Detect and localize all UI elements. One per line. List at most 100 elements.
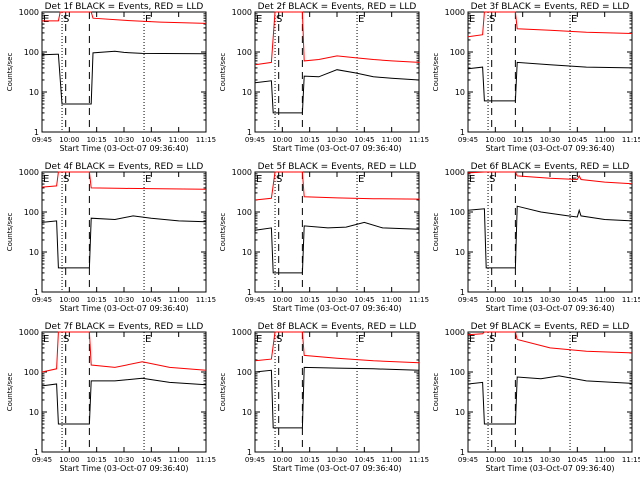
y-tick-label: 100 [237, 368, 252, 377]
panel-title: Det 7f BLACK = Events, RED = LLD [45, 322, 204, 332]
events-series-line [467, 205, 633, 269]
y-tick-label: 1000 [232, 168, 252, 177]
y-tick-label: 1 [34, 448, 39, 457]
y-tick-label: 10 [242, 248, 252, 257]
y-tick-label: 100 [24, 368, 39, 377]
x-tick-label: 10:00 [485, 456, 505, 464]
x-tick-label: 09:45 [458, 456, 478, 464]
lld-series-line [254, 171, 420, 201]
x-tick-label: 10:15 [87, 456, 107, 464]
lld-series-line [254, 331, 420, 364]
events-series-line [467, 375, 633, 425]
x-tick-label: 11:00 [595, 296, 615, 304]
panel-title: Det 3f BLACK = Events, RED = LLD [471, 2, 630, 12]
y-axis-label: Counts/sec [219, 373, 227, 412]
y-tick-label: 1 [460, 448, 465, 457]
panel-7: Det 7f BLACK = Events, RED = LLD Counts/s… [6, 322, 216, 473]
x-tick-label: 11:15 [622, 456, 640, 464]
x-tick-label: 10:45 [354, 296, 374, 304]
y-tick-label: 10 [455, 88, 465, 97]
x-tick-label: 10:15 [300, 296, 320, 304]
x-tick-label: 11:00 [169, 296, 189, 304]
panel-5: Det 5f BLACK = Events, RED = LLD Counts/s… [219, 162, 429, 313]
y-tick-label: 100 [450, 368, 465, 377]
events-series-line [41, 50, 207, 105]
panel-title: Det 4f BLACK = Events, RED = LLD [45, 162, 204, 172]
lld-series-line [467, 331, 633, 354]
y-tick-label: 1 [460, 288, 465, 297]
panel-4: Det 4f BLACK = Events, RED = LLD Counts/s… [6, 162, 216, 313]
lld-series-line [42, 11, 207, 24]
x-tick-label: 10:30 [114, 296, 134, 304]
y-axis-label: Counts/sec [432, 53, 440, 92]
y-tick-label: 100 [450, 208, 465, 217]
x-tick-label: 11:00 [595, 136, 615, 144]
y-tick-label: 100 [24, 208, 39, 217]
y-tick-label: 1 [247, 448, 252, 457]
y-tick-label: 100 [24, 48, 39, 57]
x-tick-label: 10:45 [141, 136, 161, 144]
x-axis-label: Start Time (03-Oct-07 09:36:40) [485, 144, 614, 153]
x-tick-label: 11:15 [196, 136, 216, 144]
y-tick-label: 1000 [19, 8, 39, 17]
x-tick-label: 09:45 [32, 296, 52, 304]
x-tick-label: 10:30 [114, 136, 134, 144]
marker-label: E [256, 334, 262, 345]
plot-frame [467, 171, 633, 293]
marker-label: E [358, 174, 364, 185]
x-tick-label: 10:15 [513, 456, 533, 464]
marker-label: E [145, 174, 151, 185]
x-tick-label: 09:45 [32, 456, 52, 464]
x-axis-label: Start Time (03-Oct-07 09:36:40) [59, 464, 188, 473]
x-tick-label: 10:45 [567, 456, 587, 464]
lld-series-line [41, 331, 207, 373]
y-tick-label: 1000 [232, 328, 252, 337]
events-series-line [254, 366, 420, 429]
marker-label: S [489, 174, 495, 185]
lld-series-line [41, 171, 207, 190]
y-tick-label: 100 [237, 48, 252, 57]
y-tick-label: 1 [247, 288, 252, 297]
x-tick-label: 11:15 [409, 296, 429, 304]
x-tick-label: 10:00 [485, 136, 505, 144]
x-tick-label: 10:00 [272, 136, 292, 144]
marker-label: E [43, 14, 49, 25]
x-tick-label: 10:30 [327, 136, 347, 144]
x-tick-label: 10:15 [300, 136, 320, 144]
marker-label: E [43, 174, 49, 185]
events-series-line [254, 69, 420, 114]
plot-frame [41, 331, 207, 453]
x-tick-label: 11:15 [409, 136, 429, 144]
plot-frame [41, 171, 207, 293]
marker-label: E [571, 334, 577, 345]
x-tick-label: 10:15 [513, 296, 533, 304]
marker-label: E [469, 174, 475, 185]
x-tick-label: 10:00 [59, 136, 79, 144]
panel-9: Det 9f BLACK = Events, RED = LLD Counts/s… [432, 322, 640, 473]
y-axis-label: Counts/sec [6, 53, 14, 92]
x-tick-label: 10:45 [141, 296, 161, 304]
x-tick-label: 11:15 [409, 456, 429, 464]
y-tick-label: 1000 [232, 8, 252, 17]
x-tick-label: 11:00 [382, 136, 402, 144]
x-tick-label: 11:00 [169, 136, 189, 144]
x-tick-label: 10:45 [141, 456, 161, 464]
y-tick-label: 1 [34, 288, 39, 297]
x-tick-label: 11:00 [169, 456, 189, 464]
x-tick-label: 09:45 [245, 456, 265, 464]
x-tick-label: 10:15 [87, 296, 107, 304]
marker-label: S [63, 334, 69, 345]
x-axis-label: Start Time (03-Oct-07 09:36:40) [272, 304, 401, 313]
plot-frame [254, 171, 420, 293]
x-tick-label: 11:15 [622, 296, 640, 304]
panel-title: Det 9f BLACK = Events, RED = LLD [471, 322, 630, 332]
x-tick-label: 10:15 [300, 456, 320, 464]
panel-title: Det 5f BLACK = Events, RED = LLD [258, 162, 417, 172]
x-axis-label: Start Time (03-Oct-07 09:36:40) [485, 464, 614, 473]
x-tick-label: 11:15 [196, 296, 216, 304]
panel-title: Det 6f BLACK = Events, RED = LLD [471, 162, 630, 172]
x-tick-label: 10:30 [327, 456, 347, 464]
marker-label: E [571, 14, 577, 25]
y-axis-label: Counts/sec [432, 373, 440, 412]
